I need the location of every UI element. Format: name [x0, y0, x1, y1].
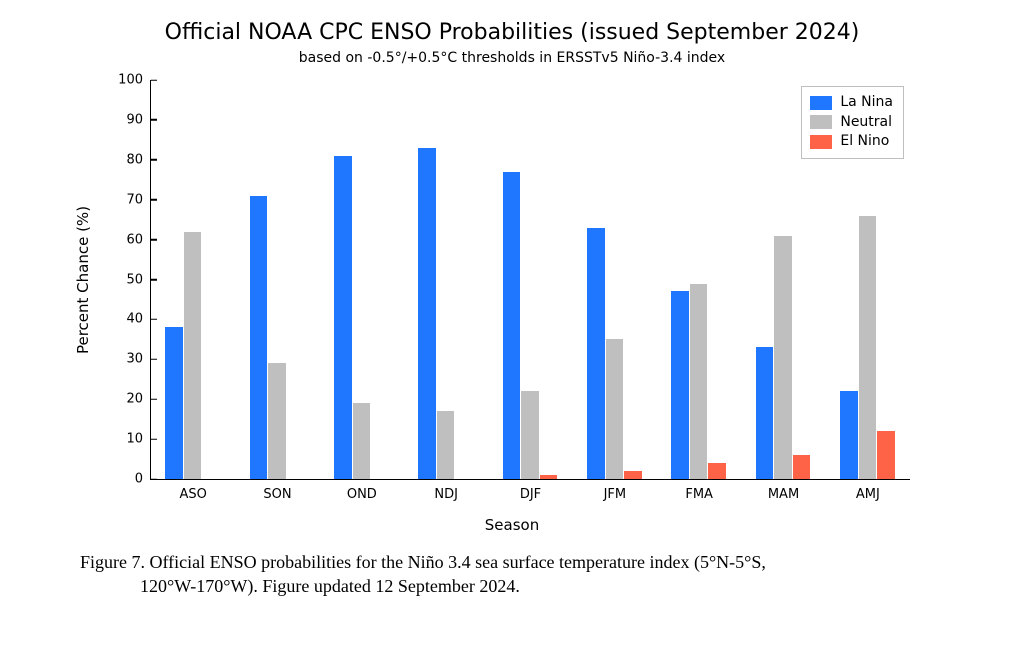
chart: Official NOAA CPC ENSO Probabilities (is… — [80, 20, 944, 540]
bar — [334, 156, 352, 479]
bar — [268, 363, 286, 479]
bar — [774, 236, 792, 479]
bar — [418, 148, 436, 479]
y-tick: 60 — [126, 232, 151, 247]
y-tick: 70 — [126, 192, 151, 207]
bar — [840, 391, 858, 479]
y-tick: 90 — [126, 112, 151, 127]
y-tick: 30 — [126, 352, 151, 367]
legend-swatch — [810, 96, 832, 110]
x-tick: JFM — [604, 479, 627, 502]
x-tick: MAM — [768, 479, 799, 502]
bar — [624, 471, 642, 479]
legend-item: El Nino — [810, 132, 893, 152]
bar — [521, 391, 539, 479]
legend-label: El Nino — [840, 132, 889, 152]
bar — [671, 291, 689, 479]
bar — [793, 455, 811, 479]
legend-item: Neutral — [810, 113, 893, 133]
y-tick: 10 — [126, 432, 151, 447]
bar — [165, 327, 183, 479]
page: Official NOAA CPC ENSO Probabilities (is… — [0, 0, 1024, 662]
chart-title: Official NOAA CPC ENSO Probabilities (is… — [80, 20, 944, 46]
bar — [708, 463, 726, 479]
legend-swatch — [810, 115, 832, 129]
figure-caption-line2: 120°W-170°W). Figure updated 12 Septembe… — [80, 574, 944, 598]
bar — [353, 403, 371, 479]
x-tick: NDJ — [434, 479, 458, 502]
x-tick: ASO — [179, 479, 206, 502]
legend-swatch — [810, 135, 832, 149]
bar — [756, 347, 774, 479]
bar — [250, 196, 268, 479]
bar — [606, 339, 624, 479]
x-tick: OND — [347, 479, 377, 502]
y-tick: 50 — [126, 272, 151, 287]
bar — [503, 172, 521, 479]
bar — [184, 232, 202, 479]
chart-subtitle: based on -0.5°/+0.5°C thresholds in ERSS… — [80, 50, 944, 66]
legend: La NinaNeutralEl Nino — [801, 86, 904, 159]
plot-area: La NinaNeutralEl Nino 010203040506070809… — [150, 80, 910, 480]
legend-item: La Nina — [810, 93, 893, 113]
legend-label: Neutral — [840, 113, 892, 133]
bar — [690, 284, 708, 480]
bar — [540, 475, 558, 479]
x-tick: SON — [263, 479, 291, 502]
y-axis-label: Percent Chance (%) — [74, 206, 92, 354]
y-tick: 100 — [118, 73, 151, 88]
x-tick: DJF — [520, 479, 541, 502]
bar — [877, 431, 895, 479]
y-tick: 0 — [135, 472, 151, 487]
legend-label: La Nina — [840, 93, 893, 113]
y-tick: 40 — [126, 312, 151, 327]
x-axis-label: Season — [80, 516, 944, 534]
x-tick: AMJ — [856, 479, 880, 502]
figure-caption: Figure 7. Official ENSO probabilities fo… — [80, 550, 944, 599]
y-tick: 80 — [126, 152, 151, 167]
figure-caption-line1: Figure 7. Official ENSO probabilities fo… — [80, 550, 944, 574]
y-tick: 20 — [126, 392, 151, 407]
bar — [859, 216, 877, 479]
x-tick: FMA — [685, 479, 713, 502]
bar — [587, 228, 605, 479]
bar — [437, 411, 455, 479]
